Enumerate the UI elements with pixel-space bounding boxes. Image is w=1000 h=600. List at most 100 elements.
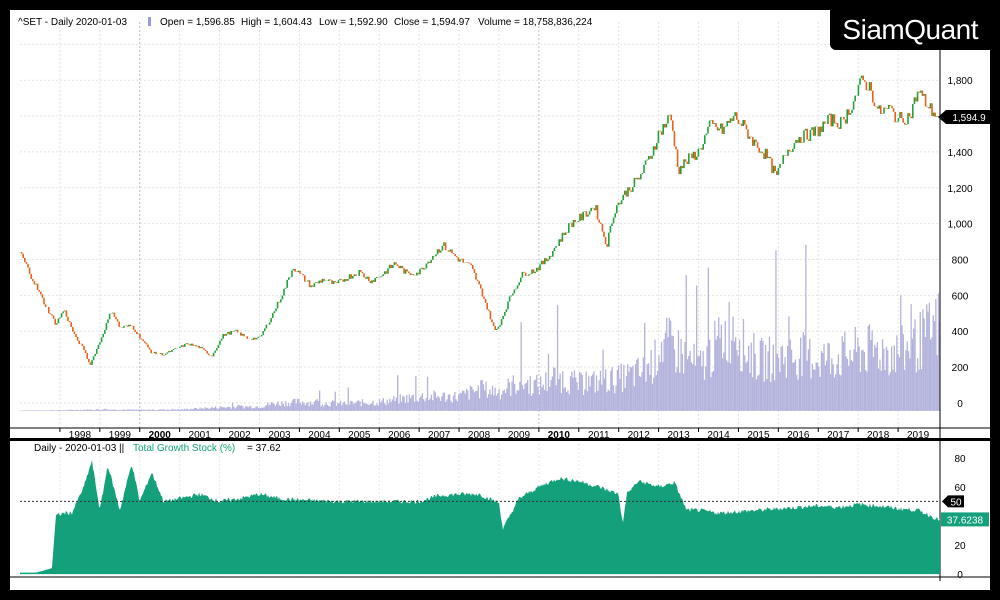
volume-bar bbox=[415, 375, 417, 411]
volume-bar bbox=[676, 367, 678, 411]
volume-bar bbox=[316, 398, 318, 411]
volume-bar bbox=[195, 408, 197, 411]
volume-bar bbox=[904, 369, 906, 411]
volume-bar bbox=[689, 350, 691, 411]
volume-bar bbox=[519, 381, 521, 411]
volume-bar bbox=[272, 402, 274, 411]
volume-bar bbox=[225, 408, 227, 411]
volume-bar bbox=[163, 409, 165, 411]
volume-bar bbox=[494, 387, 496, 411]
volume-bar bbox=[655, 375, 657, 411]
indicator-last-tag: 37.6238 bbox=[941, 512, 989, 527]
volume-bar bbox=[511, 381, 513, 411]
volume-bar bbox=[608, 390, 611, 411]
volume-bar bbox=[133, 409, 135, 411]
volume-bar bbox=[196, 409, 199, 411]
volume-bar bbox=[715, 339, 717, 411]
volume-bar bbox=[393, 396, 395, 411]
volume-bar bbox=[90, 409, 92, 411]
volume-bar bbox=[238, 404, 240, 411]
volume-bar bbox=[371, 403, 373, 411]
volume-bar bbox=[66, 410, 69, 411]
indicator-panel: 0204060805037.6238 bbox=[20, 454, 989, 581]
volume-bar bbox=[416, 400, 418, 411]
volume-bar bbox=[166, 409, 169, 411]
volume-bar bbox=[55, 410, 57, 411]
volume-bar bbox=[348, 404, 351, 411]
volume-bar bbox=[559, 373, 561, 411]
volume-bar bbox=[852, 361, 854, 411]
volume-bar bbox=[861, 350, 863, 411]
volume-bar bbox=[624, 387, 626, 411]
indicator-tag-shape bbox=[941, 512, 989, 527]
volume-bar bbox=[113, 409, 115, 411]
x-tick-label: 2006 bbox=[388, 430, 411, 441]
volume-bar bbox=[697, 356, 699, 411]
volume-bar bbox=[619, 378, 621, 411]
volume-bar bbox=[775, 250, 777, 411]
volume-bar bbox=[790, 349, 793, 411]
volume-bar bbox=[126, 409, 128, 411]
volume-bar bbox=[423, 399, 425, 411]
volume-bar bbox=[917, 358, 919, 411]
volume-bar bbox=[469, 385, 472, 411]
volume-bar bbox=[606, 392, 608, 411]
volume-bar bbox=[664, 332, 667, 411]
volume-bar bbox=[683, 373, 685, 411]
volume-bar bbox=[251, 408, 253, 411]
volume-bar bbox=[911, 338, 914, 411]
price-series bbox=[19, 75, 940, 365]
volume-bar bbox=[224, 407, 226, 411]
volume-bar bbox=[618, 365, 620, 411]
volume-bar bbox=[299, 402, 301, 411]
volume-bar bbox=[530, 395, 533, 411]
volume-bar bbox=[44, 410, 46, 412]
volume-bar bbox=[510, 395, 512, 411]
x-tick-label: 2013 bbox=[667, 430, 690, 441]
volume-bar bbox=[928, 302, 930, 411]
volume-bar bbox=[875, 347, 877, 411]
volume-bar bbox=[536, 374, 538, 411]
volume-bar bbox=[98, 409, 100, 411]
volume-bar bbox=[347, 387, 349, 411]
volume-bar bbox=[927, 311, 929, 411]
x-tick-label: 2002 bbox=[228, 430, 251, 441]
volume-bar bbox=[731, 340, 733, 411]
volume-bar bbox=[551, 376, 553, 411]
volume-bar bbox=[248, 406, 251, 411]
volume-bar bbox=[307, 402, 309, 411]
volume-bar bbox=[68, 409, 70, 411]
volume-bar bbox=[384, 403, 386, 411]
volume-bar bbox=[725, 360, 728, 411]
volume-bar bbox=[446, 399, 448, 411]
volume-bar bbox=[735, 337, 737, 411]
volume-bar bbox=[321, 404, 323, 411]
volume-bar bbox=[204, 407, 206, 411]
volume-bar bbox=[361, 399, 364, 411]
volume-bar bbox=[380, 402, 382, 411]
volume-bar bbox=[209, 408, 212, 411]
volume-bar bbox=[144, 410, 147, 411]
chart-canvas[interactable]: 02004006008001,0001,2001,4001,6001,8002,… bbox=[10, 10, 990, 590]
volume-bar bbox=[684, 341, 686, 411]
volume-bar bbox=[289, 406, 291, 411]
volume-bar bbox=[663, 339, 665, 411]
volume-bar bbox=[402, 395, 404, 411]
volume-bar bbox=[129, 409, 131, 411]
volume-bar bbox=[135, 409, 137, 411]
volume-bar bbox=[463, 390, 465, 411]
volume-bar bbox=[853, 349, 855, 411]
volume-bar bbox=[755, 379, 758, 411]
volume-bar bbox=[40, 410, 43, 412]
volume-bar bbox=[881, 339, 884, 411]
volume-bar bbox=[339, 400, 342, 411]
volume-bar bbox=[524, 383, 526, 411]
volume-bar bbox=[711, 372, 713, 411]
volume-bar bbox=[580, 372, 582, 411]
volume-bar bbox=[153, 410, 156, 411]
volume-bar bbox=[137, 409, 139, 411]
volume-bar bbox=[265, 405, 267, 411]
volume-bar bbox=[246, 406, 248, 411]
volume-bar bbox=[741, 371, 743, 411]
volume-bar bbox=[816, 362, 819, 411]
